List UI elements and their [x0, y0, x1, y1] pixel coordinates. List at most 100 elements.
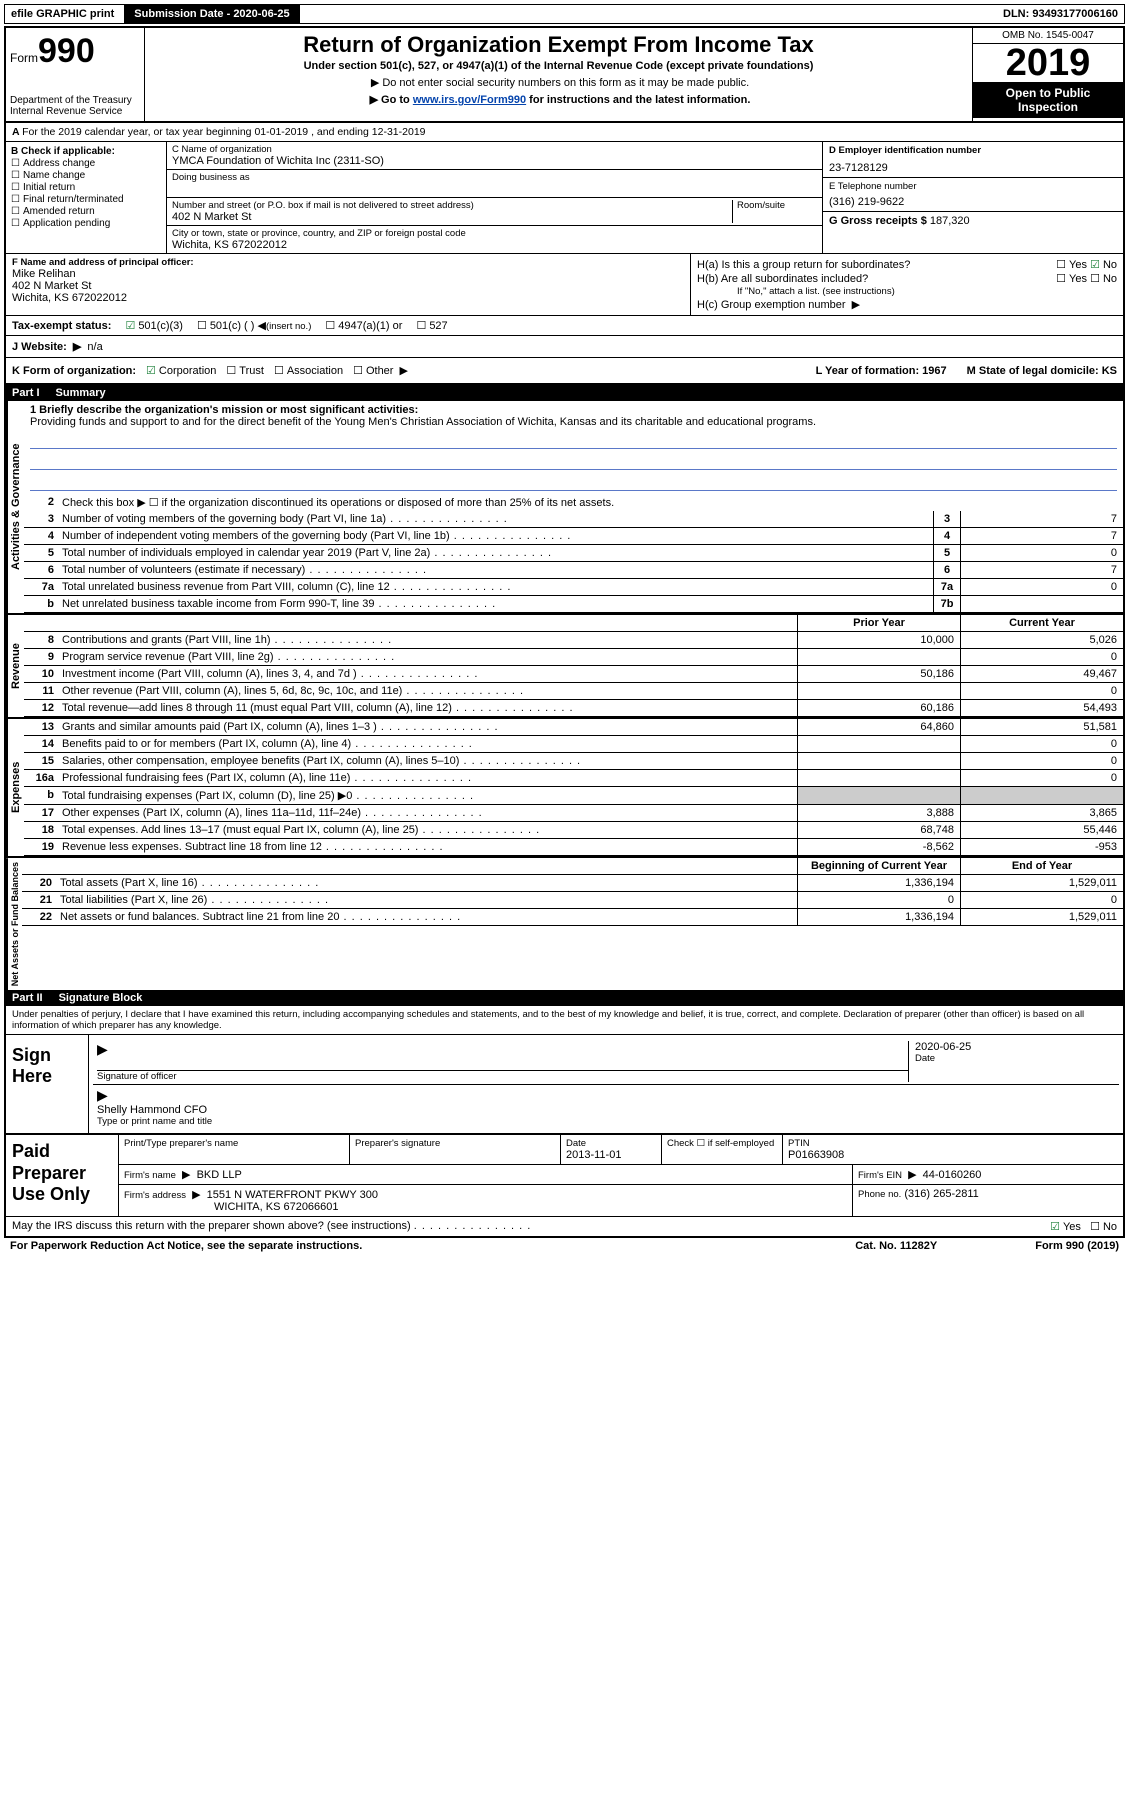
hb-note: If "No," attach a list. (see instruction…	[697, 286, 1117, 297]
summary-row: 9 Program service revenue (Part VIII, li…	[24, 649, 1123, 666]
efile-label: efile GRAPHIC print	[5, 6, 120, 22]
vlabel-netassets: Net Assets or Fund Balances	[6, 858, 22, 990]
officer-printed-lbl: Type or print name and title	[97, 1116, 1115, 1127]
line-a: A For the 2019 calendar year, or tax yea…	[6, 123, 432, 141]
c-name-lbl: C Name of organization	[172, 144, 817, 155]
hb-yes[interactable]: Yes	[1056, 273, 1087, 285]
form-subtitle: Under section 501(c), 527, or 4947(a)(1)…	[151, 60, 966, 72]
chk-527[interactable]: 527	[416, 319, 447, 332]
ha-yes[interactable]: Yes	[1056, 259, 1087, 271]
chk-final-return[interactable]: Final return/terminated	[11, 194, 161, 205]
ein: 23-7128129	[829, 162, 1117, 174]
box-b-title: B Check if applicable:	[11, 146, 161, 157]
submission-date-btn[interactable]: Submission Date - 2020-06-25	[124, 5, 299, 23]
chk-address-change[interactable]: Address change	[11, 158, 161, 169]
arrow-icon	[179, 1169, 193, 1181]
end-year-hdr: End of Year	[961, 858, 1123, 874]
prep-sig-lbl: Preparer's signature	[355, 1138, 555, 1149]
chk-501c[interactable]: 501(c) ( ) ◀(insert no.)	[197, 319, 311, 332]
ha-no[interactable]: No	[1090, 259, 1117, 271]
sig-officer-lbl: Signature of officer	[97, 1071, 908, 1082]
arrow-icon	[397, 365, 411, 377]
hdr-right: OMB No. 1545-0047 2019 Open to Public In…	[972, 28, 1123, 121]
firm-name: BKD LLP	[197, 1169, 242, 1181]
d-lbl: D Employer identification number	[829, 145, 1117, 156]
current-year-hdr: Current Year	[961, 615, 1123, 631]
summary-row: 11 Other revenue (Part VIII, column (A),…	[24, 683, 1123, 700]
dba-lbl: Doing business as	[172, 172, 817, 183]
vlabel-revenue: Revenue	[6, 615, 24, 717]
self-employed[interactable]: Check ☐ if self-employed	[662, 1135, 783, 1164]
org-city: Wichita, KS 672022012	[172, 239, 817, 251]
irs-link[interactable]: www.irs.gov/Form990	[413, 94, 526, 106]
dept-treasury: Department of the Treasury Internal Reve…	[10, 95, 140, 117]
officer-addr2: Wichita, KS 672022012	[12, 292, 684, 304]
firm-ein-lbl: Firm's EIN	[858, 1170, 902, 1181]
hb-no[interactable]: No	[1090, 273, 1117, 285]
pra-notice: For Paperwork Reduction Act Notice, see …	[10, 1240, 855, 1252]
form-number: 990	[38, 32, 95, 70]
signature-declaration: Under penalties of perjury, I declare th…	[6, 1006, 1123, 1035]
line-m: M State of legal domicile: KS	[967, 365, 1117, 377]
discuss-text: May the IRS discuss this return with the…	[12, 1220, 411, 1232]
tax-year: 2019	[973, 44, 1123, 82]
rule-line	[30, 455, 1117, 470]
city-lbl: City or town, state or province, country…	[172, 228, 817, 239]
part1-header: Part I Summary	[6, 385, 1123, 401]
chk-amended[interactable]: Amended return	[11, 206, 161, 217]
discuss-no[interactable]: No	[1090, 1221, 1117, 1233]
topbar: efile GRAPHIC print Submission Date - 20…	[4, 4, 1125, 24]
firm-ein: 44-0160260	[923, 1169, 982, 1181]
f-lbl: F Name and address of principal officer:	[12, 257, 684, 268]
rule-line	[30, 476, 1117, 491]
summary-row: 13 Grants and similar amounts paid (Part…	[24, 719, 1123, 736]
sign-here-block: Sign Here Signature of officer 2020-06-2…	[6, 1035, 1123, 1135]
org-address: 402 N Market St	[172, 211, 728, 223]
page-footer: For Paperwork Reduction Act Notice, see …	[4, 1238, 1125, 1254]
officer-name: Mike Relihan	[12, 268, 684, 280]
k-lbl: K Form of organization:	[12, 365, 136, 377]
prior-year-hdr: Prior Year	[797, 615, 961, 631]
chk-app-pending[interactable]: Application pending	[11, 218, 161, 229]
discuss-yes[interactable]: Yes	[1050, 1221, 1081, 1233]
firm-phone: (316) 265-2811	[904, 1188, 978, 1200]
e-lbl: E Telephone number	[829, 181, 1117, 192]
prep-date: 2013-11-01	[566, 1149, 656, 1161]
open-inspection: Open to Public Inspection	[973, 82, 1123, 118]
cat-no: Cat. No. 11282Y	[855, 1240, 1035, 1252]
form-ref: Form 990 (2019)	[1035, 1240, 1119, 1252]
arrow-icon	[70, 341, 84, 353]
officer-printed: Shelly Hammond CFO	[97, 1104, 1115, 1116]
summary-row: 3 Number of voting members of the govern…	[24, 511, 1123, 528]
firm-addr1: 1551 N WATERFRONT PKWY 300	[207, 1189, 378, 1201]
note-goto-pre: Go to	[381, 94, 413, 106]
summary-row: 16a Professional fundraising fees (Part …	[24, 770, 1123, 787]
summary-row: 6 Total number of volunteers (estimate i…	[24, 562, 1123, 579]
box-j: J Website: n/a	[6, 336, 1123, 358]
chk-assoc[interactable]: Association	[274, 364, 343, 377]
chk-other[interactable]: Other	[353, 364, 411, 377]
chk-4947[interactable]: 4947(a)(1) or	[325, 319, 402, 332]
chk-initial-return[interactable]: Initial return	[11, 182, 161, 193]
arrow-icon	[189, 1189, 203, 1201]
chk-501c3[interactable]: 501(c)(3)	[125, 319, 183, 332]
addr-lbl: Number and street (or P.O. box if mail i…	[172, 200, 728, 211]
ptin: P01663908	[788, 1149, 1118, 1161]
part2-title: Signature Block	[59, 992, 143, 1004]
form-word: Form	[10, 51, 38, 65]
sig-date-lbl: Date	[915, 1053, 1115, 1064]
ha-lbl: H(a) Is this a group return for subordin…	[697, 259, 910, 271]
chk-name-change[interactable]: Name change	[11, 170, 161, 181]
arrow-icon	[367, 94, 381, 106]
officer-addr1: 402 N Market St	[12, 280, 684, 292]
paid-label: Paid Preparer Use Only	[6, 1135, 118, 1216]
chk-trust[interactable]: Trust	[226, 364, 264, 377]
box-h: H(a) Is this a group return for subordin…	[690, 254, 1123, 315]
vlabel-expenses: Expenses	[6, 719, 24, 856]
summary-row: 7a Total unrelated business revenue from…	[24, 579, 1123, 596]
summary-row: 10 Investment income (Part VIII, column …	[24, 666, 1123, 683]
g-lbl: G Gross receipts $	[829, 215, 927, 227]
chk-corp[interactable]: Corporation	[146, 364, 216, 377]
prep-name-lbl: Print/Type preparer's name	[124, 1138, 344, 1149]
part1-title: Summary	[56, 387, 106, 399]
